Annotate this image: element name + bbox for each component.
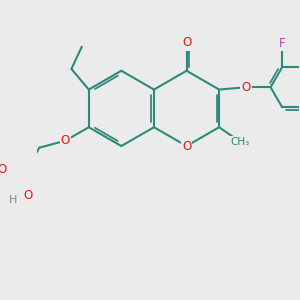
Text: H: H xyxy=(9,195,17,205)
Text: O: O xyxy=(242,81,250,94)
Text: F: F xyxy=(279,37,285,50)
Text: CH₃: CH₃ xyxy=(231,137,250,147)
Text: O: O xyxy=(182,140,191,152)
Text: O: O xyxy=(182,37,191,50)
Text: O: O xyxy=(61,134,70,147)
Text: O: O xyxy=(0,163,7,176)
Text: O: O xyxy=(23,189,32,202)
